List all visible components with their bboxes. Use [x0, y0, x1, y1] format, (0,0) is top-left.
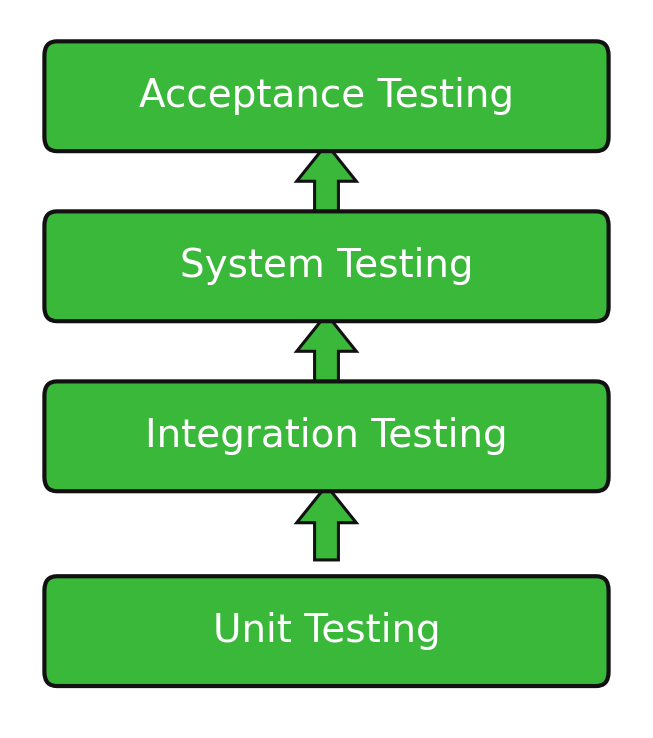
FancyArrow shape	[296, 144, 357, 218]
FancyBboxPatch shape	[44, 576, 609, 686]
FancyBboxPatch shape	[44, 211, 609, 321]
FancyArrow shape	[296, 486, 357, 560]
Text: Acceptance Testing: Acceptance Testing	[139, 77, 514, 115]
Text: Integration Testing: Integration Testing	[145, 417, 508, 455]
FancyBboxPatch shape	[44, 41, 609, 151]
FancyBboxPatch shape	[44, 382, 609, 492]
Text: Unit Testing: Unit Testing	[213, 612, 440, 650]
Text: System Testing: System Testing	[180, 247, 473, 286]
FancyArrow shape	[296, 314, 357, 388]
